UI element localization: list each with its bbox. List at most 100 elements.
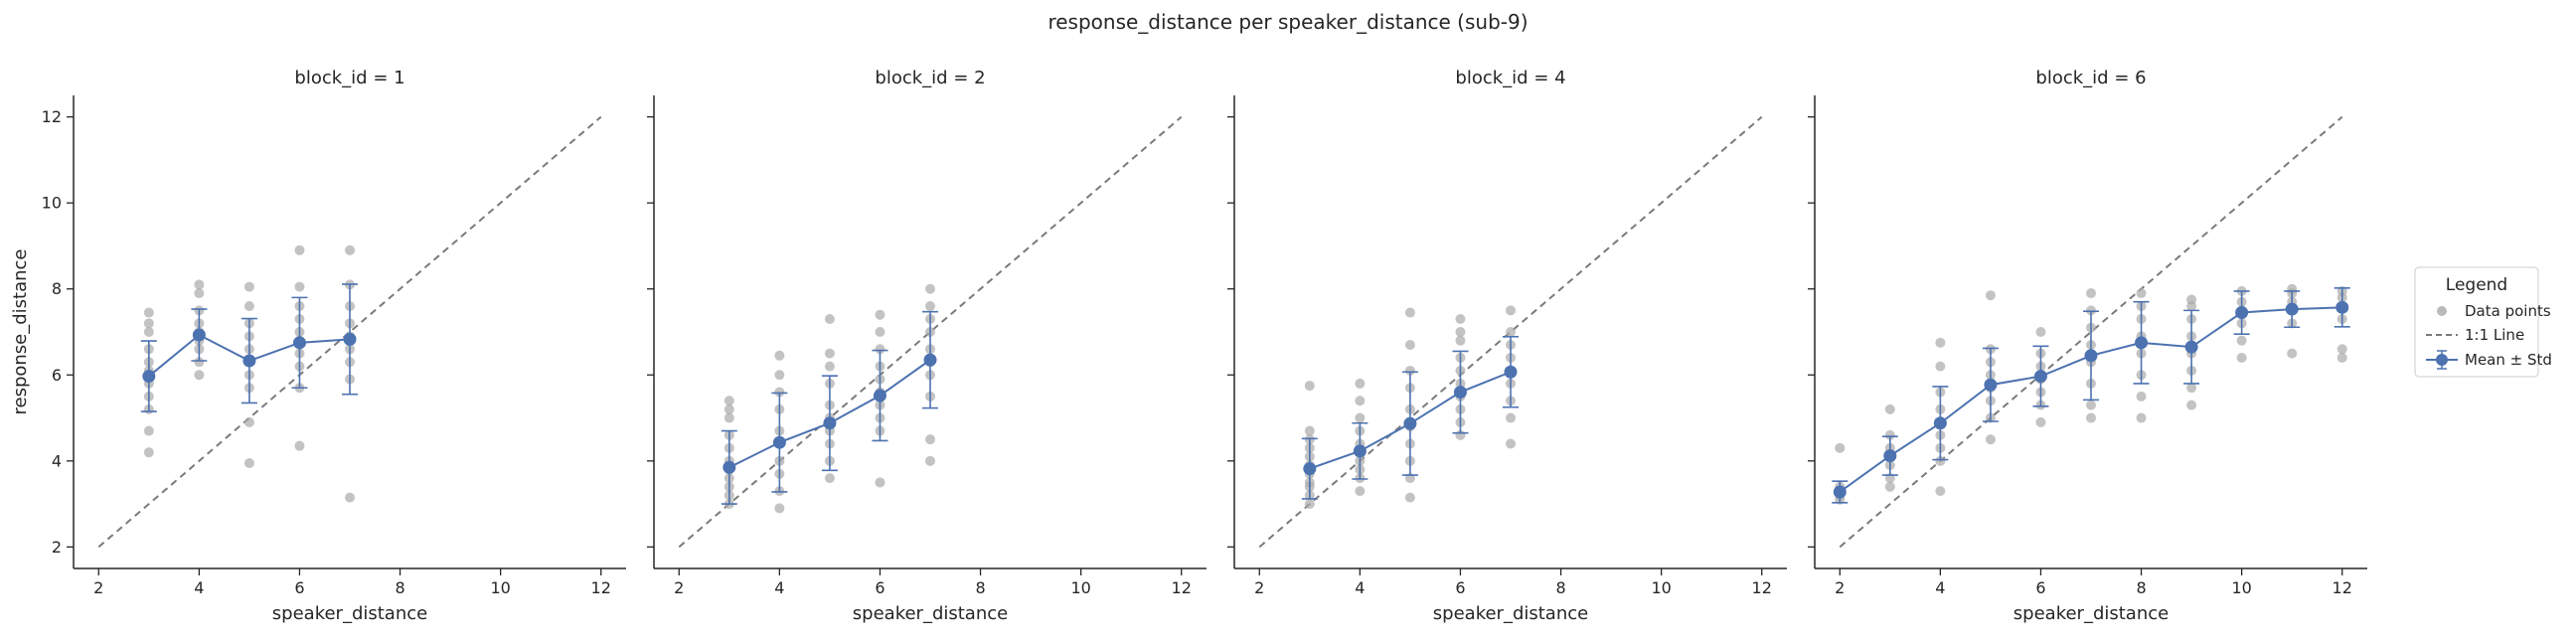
x-tick-label: 10 bbox=[1070, 578, 1090, 597]
data-point bbox=[143, 307, 154, 318]
data-point bbox=[2136, 391, 2147, 402]
mean-marker bbox=[2335, 300, 2349, 314]
mean-marker bbox=[343, 332, 357, 346]
data-point bbox=[1935, 337, 1946, 348]
x-tick-label: 10 bbox=[1651, 578, 1671, 597]
data-point bbox=[243, 457, 254, 468]
data-point bbox=[243, 416, 254, 427]
data-point bbox=[194, 370, 205, 381]
data-point bbox=[1355, 486, 1366, 497]
identity-line bbox=[1839, 115, 2343, 549]
x-tick-label: 2 bbox=[1254, 578, 1264, 597]
data-point bbox=[294, 281, 305, 292]
data-point bbox=[1355, 396, 1366, 406]
data-point bbox=[194, 357, 205, 368]
data-point bbox=[925, 455, 935, 466]
legend-label-identity-line: 1:1 Line bbox=[2465, 326, 2524, 344]
data-point bbox=[1506, 305, 1516, 316]
data-point bbox=[143, 327, 154, 337]
x-tick-label: 2 bbox=[674, 578, 684, 597]
panel-4: block_id = 6 2 4 6 8 10 12 speaker_distance bbox=[1808, 68, 2367, 624]
identity-line bbox=[97, 115, 602, 549]
figure-title: response_distance per speaker_distance (… bbox=[1047, 10, 1528, 34]
x-tick-label: 12 bbox=[1172, 578, 1192, 597]
mean-marker bbox=[873, 389, 886, 402]
x-tick-label: 6 bbox=[294, 578, 304, 597]
panel-2: block_id = 2 2 4 6 8 10 12 speaker_distance bbox=[647, 68, 1207, 624]
data-point bbox=[2287, 348, 2298, 359]
data-point bbox=[2086, 288, 2096, 299]
data-point bbox=[1404, 365, 1415, 376]
data-point bbox=[1506, 327, 1516, 337]
x-tick-label: 8 bbox=[1555, 578, 1565, 597]
mean-marker bbox=[2084, 349, 2098, 363]
data-point bbox=[724, 403, 734, 414]
data-point bbox=[143, 425, 154, 436]
y-tick-label: 8 bbox=[52, 279, 62, 298]
mean-marker bbox=[2285, 302, 2299, 316]
y-tick-label: 4 bbox=[52, 451, 62, 470]
y-axis-label: response_distance bbox=[10, 248, 31, 414]
data-point bbox=[1455, 314, 1466, 325]
data-point bbox=[2035, 327, 2046, 337]
identity-line bbox=[678, 115, 1183, 549]
panel-title: block_id = 4 bbox=[1455, 68, 1565, 88]
y-tick-label: 2 bbox=[52, 538, 62, 557]
data-point bbox=[243, 281, 254, 292]
data-point bbox=[1985, 434, 1996, 445]
data-point bbox=[824, 314, 835, 325]
data-point bbox=[1304, 425, 1315, 436]
data-point bbox=[143, 447, 154, 458]
data-point bbox=[2136, 412, 2147, 423]
data-point bbox=[143, 318, 154, 329]
mean-marker bbox=[1833, 485, 1847, 499]
data-point bbox=[1985, 290, 1996, 301]
data-point bbox=[774, 370, 785, 381]
y-tick-label: 6 bbox=[52, 366, 62, 385]
x-tick-label: 12 bbox=[2333, 578, 2352, 597]
data-point bbox=[2136, 288, 2147, 299]
legend-title: Legend bbox=[2446, 275, 2507, 295]
mean-marker bbox=[823, 416, 837, 430]
legend-label-data-points: Data points bbox=[2465, 302, 2551, 320]
mean-marker bbox=[292, 336, 306, 350]
panels: block_id = 1 2 4 6 8 10 12 2 4 6 8 10 12 speaker_dist… bbox=[10, 68, 2367, 624]
x-tick-label: 6 bbox=[875, 578, 885, 597]
x-tick-label: 2 bbox=[1835, 578, 1845, 597]
x-tick-label: 12 bbox=[591, 578, 611, 597]
panel-title: block_id = 6 bbox=[2035, 68, 2146, 88]
mean-marker bbox=[1504, 365, 1518, 379]
mean-marker bbox=[1984, 378, 1998, 392]
x-tick-label: 8 bbox=[395, 578, 404, 597]
data-point bbox=[2086, 400, 2096, 410]
legend-marker-data-points bbox=[2437, 306, 2447, 316]
mean-marker bbox=[2033, 370, 2047, 384]
data-point bbox=[875, 309, 886, 320]
data-point bbox=[2086, 305, 2096, 316]
x-tick-label: 10 bbox=[490, 578, 510, 597]
data-point bbox=[1884, 403, 1895, 414]
x-tick-label: 4 bbox=[194, 578, 204, 597]
data-point bbox=[774, 350, 785, 361]
legend-marker-mean-std bbox=[2426, 350, 2458, 370]
x-tick-label: 8 bbox=[2136, 578, 2146, 597]
data-point bbox=[1884, 429, 1895, 440]
data-point bbox=[824, 348, 835, 359]
data-point bbox=[2236, 352, 2247, 363]
data-point bbox=[1304, 499, 1315, 510]
data-point bbox=[925, 301, 935, 312]
data-point bbox=[194, 288, 205, 299]
data-point bbox=[2035, 416, 2046, 427]
x-tick-label: 10 bbox=[2231, 578, 2251, 597]
x-axis-label: speaker_distance bbox=[272, 603, 427, 624]
data-point bbox=[875, 344, 886, 355]
data-point bbox=[1935, 455, 1946, 466]
y-tick-label: 12 bbox=[42, 107, 62, 126]
data-point bbox=[345, 244, 355, 255]
data-point bbox=[2186, 294, 2197, 305]
mean-marker bbox=[1933, 416, 1947, 430]
x-tick-label: 4 bbox=[1355, 578, 1365, 597]
data-point bbox=[1355, 378, 1366, 389]
